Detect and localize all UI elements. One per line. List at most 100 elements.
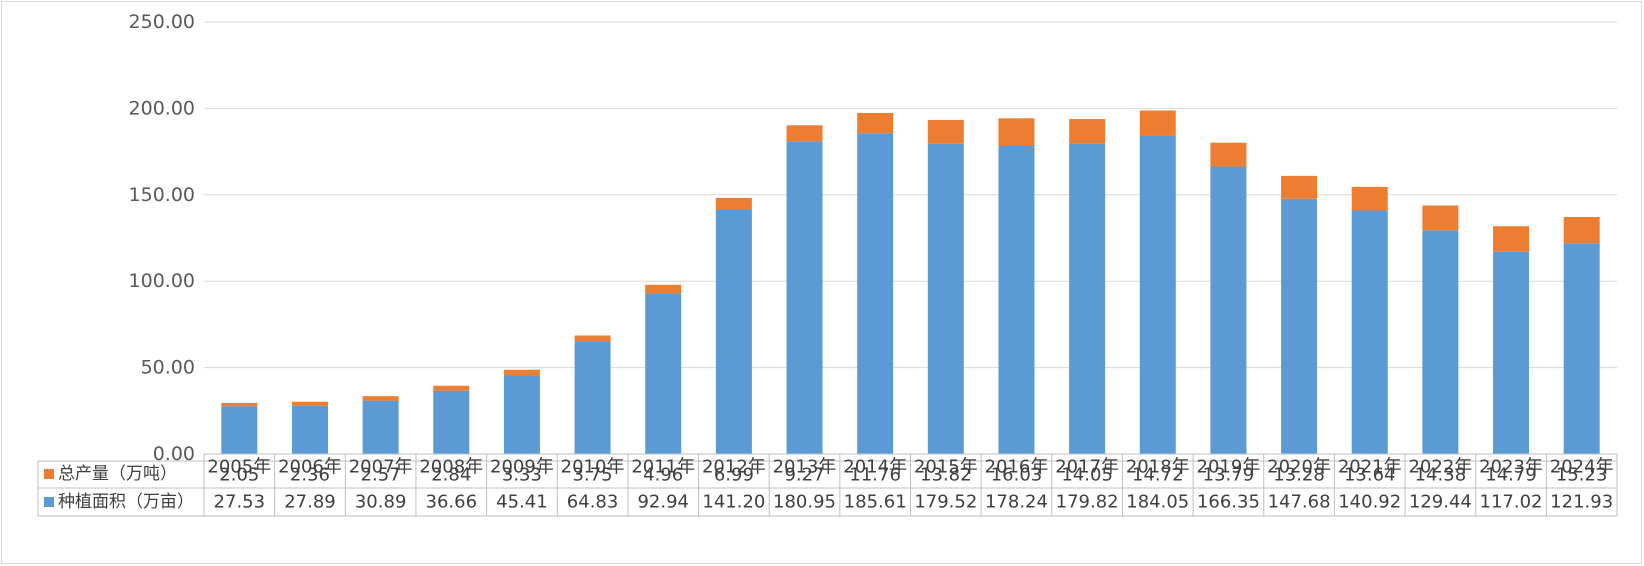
bar-production (291, 401, 328, 406)
bar-production (503, 369, 540, 376)
x-category-label: 2017年 (1055, 457, 1119, 478)
production-value-label: 2.84 (431, 465, 471, 486)
area-value-label: 129.44 (1409, 492, 1472, 513)
production-value-label: 13.28 (1273, 465, 1325, 486)
production-value-label: 14.72 (1132, 465, 1184, 486)
bar-area (645, 293, 682, 454)
bar-production (1351, 186, 1388, 211)
x-category-label: 2019年 (1197, 457, 1261, 478)
bar-production (715, 197, 752, 211)
x-category-label: 2008年 (419, 457, 483, 478)
area-value-label: 36.66 (426, 492, 478, 513)
bar-production (574, 335, 611, 342)
production-value-label: 4.96 (643, 465, 683, 486)
x-category-label: 2015年 (914, 457, 978, 478)
x-category-label: 2012年 (702, 457, 766, 478)
production-value-label: 11.76 (849, 465, 901, 486)
area-value-label: 147.68 (1268, 492, 1331, 513)
area-value-label: 117.02 (1480, 492, 1543, 513)
bar-area (1422, 230, 1459, 454)
x-category-label: 2010年 (561, 457, 625, 478)
area-value-label: 92.94 (637, 492, 689, 513)
x-category-label: 2006年 (278, 457, 342, 478)
production-value-label: 6.99 (714, 465, 754, 486)
x-category-label: 2016年 (985, 457, 1049, 478)
y-tick-label: 250.00 (129, 11, 195, 33)
area-value-label: 179.52 (914, 492, 977, 513)
x-category-label: 2018年 (1126, 457, 1190, 478)
bar-area (291, 405, 328, 454)
legend-swatch-production (44, 469, 54, 479)
production-value-label: 3.75 (573, 465, 613, 486)
area-value-label: 27.53 (214, 492, 266, 513)
x-category-label: 2022年 (1408, 457, 1472, 478)
bar-area (433, 390, 470, 454)
y-tick-label: 150.00 (129, 184, 195, 206)
bar-production (1422, 205, 1459, 231)
y-tick-label: 200.00 (129, 97, 195, 119)
production-value-label: 9.27 (784, 465, 824, 486)
area-value-label: 27.89 (284, 492, 336, 513)
production-value-label: 14.79 (1485, 465, 1537, 486)
bar-production (645, 284, 682, 294)
legend-swatch-area (44, 497, 54, 507)
bar-production (221, 402, 258, 407)
bar-area (1563, 243, 1600, 454)
bar-area (1493, 251, 1530, 454)
y-tick-label: 50.00 (141, 357, 195, 379)
bar-production (1493, 226, 1530, 252)
bar-area (362, 400, 399, 454)
bar-area (1139, 135, 1176, 454)
bar-production (857, 112, 894, 134)
area-value-label: 121.93 (1550, 492, 1613, 513)
bar-production (433, 385, 470, 391)
area-value-label: 45.41 (496, 492, 548, 513)
area-value-label: 185.61 (844, 492, 907, 513)
x-category-label: 2023年 (1479, 457, 1543, 478)
production-value-label: 16.03 (991, 465, 1043, 486)
area-value-label: 178.24 (985, 492, 1048, 513)
production-value-label: 13.64 (1344, 465, 1396, 486)
bar-area (715, 210, 752, 454)
area-value-label: 184.05 (1126, 492, 1189, 513)
bar-area (574, 341, 611, 454)
bar-area (1351, 210, 1388, 454)
bar-production (1139, 110, 1176, 136)
area-value-label: 180.95 (773, 492, 836, 513)
area-value-label: 140.92 (1338, 492, 1401, 513)
production-value-label: 14.05 (1061, 465, 1113, 486)
x-category-label: 2013年 (773, 457, 837, 478)
legend-label-area: 种植面积（万亩） (58, 492, 194, 512)
x-category-label: 2005年 (207, 457, 271, 478)
bar-production (1069, 118, 1106, 144)
bar-production (927, 119, 964, 144)
bar-area (998, 146, 1035, 454)
bar-production (1281, 175, 1318, 199)
production-value-label: 2.57 (361, 465, 401, 486)
x-category-label: 2014年 (843, 457, 907, 478)
bar-production (1210, 142, 1247, 167)
bar-production (1563, 216, 1600, 244)
area-value-label: 166.35 (1197, 492, 1260, 513)
y-tick-label: 100.00 (129, 270, 195, 292)
bar-area (221, 406, 258, 454)
bar-area (503, 375, 540, 454)
bar-area (1210, 166, 1247, 455)
bar-area (857, 133, 894, 454)
bar-production (362, 396, 399, 401)
legend-label-production: 总产量（万吨） (58, 464, 177, 484)
production-value-label: 2.05 (219, 465, 259, 486)
area-value-label: 64.83 (567, 492, 619, 513)
x-category-label: 2009年 (490, 457, 554, 478)
bar-area (1281, 198, 1318, 454)
bar-production (998, 118, 1035, 147)
x-category-label: 2021年 (1338, 457, 1402, 478)
x-category-label: 2024年 (1550, 457, 1614, 478)
area-value-label: 30.89 (355, 492, 407, 513)
x-category-label: 2020年 (1267, 457, 1331, 478)
production-value-label: 3.33 (502, 465, 542, 486)
production-value-label: 13.82 (920, 465, 972, 486)
area-value-label: 141.20 (702, 492, 765, 513)
